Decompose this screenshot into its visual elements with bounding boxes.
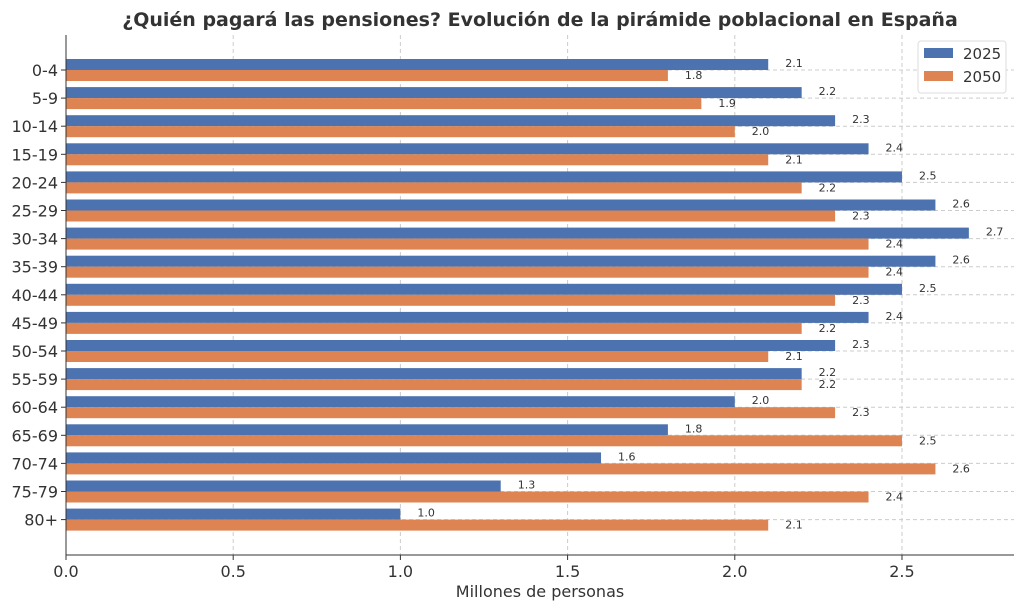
bar-2025 [66,199,936,211]
bar-2050 [66,463,936,475]
data-label-2050: 2.5 [919,434,937,447]
data-label-2025: 1.8 [685,422,703,435]
bar-2050 [66,154,769,166]
bar-2025 [66,508,401,520]
data-label-2050: 2.3 [852,294,870,307]
data-label-2025: 2.7 [986,226,1004,239]
data-label-2050: 2.6 [952,462,970,475]
data-label-2025: 2.3 [852,113,870,126]
data-label-2050: 2.1 [785,350,803,363]
data-label-2050: 2.3 [852,406,870,419]
bar-2025 [66,368,802,380]
bar-2025 [66,340,836,351]
bar-2050 [66,98,702,110]
bar-2025 [66,311,869,323]
y-tick-label: 65-69 [12,426,59,445]
y-tick-label: 5-9 [32,89,58,108]
data-label-2050: 2.3 [852,210,870,223]
bar-2050 [66,407,836,419]
x-tick-label: 0.0 [53,562,78,581]
legend-swatch-2050 [924,71,953,81]
y-tick-label: 20-24 [12,173,59,192]
bar-2050 [66,351,769,362]
bar-2025 [66,115,836,127]
data-label-2025: 2.0 [752,394,770,407]
bar-2050 [66,491,869,503]
data-label-2025: 1.0 [417,507,435,520]
data-label-2050: 2.4 [886,238,904,251]
data-label-2025: 2.2 [819,366,837,379]
y-tick-label: 35-39 [12,258,59,277]
y-tick-label: 50-54 [12,342,59,361]
data-label-2050: 2.2 [819,322,837,335]
legend-label-2025: 2025 [963,45,1001,63]
bar-2025 [66,227,969,239]
data-label-2025: 2.2 [819,85,837,98]
bar-2050 [66,182,802,194]
chart-title: ¿Quién pagará las pensiones? Evolución d… [122,9,958,31]
y-tick-label: 15-19 [12,145,59,164]
y-tick-label: 40-44 [12,286,59,305]
y-tick-label: 45-49 [12,314,59,333]
x-tick-label: 1.5 [555,562,580,581]
bar-2025 [66,87,802,99]
bar-2050 [66,70,668,81]
data-label-2025: 2.5 [919,282,937,295]
bar-2025 [66,424,668,436]
bar-2050 [66,266,869,278]
x-tick-label: 1.0 [388,562,413,581]
y-tick-label: 25-29 [12,202,59,221]
bar-2025 [66,59,769,70]
data-label-2025: 2.1 [785,57,803,70]
y-tick-label: 55-59 [12,370,59,389]
bar-2025 [66,452,602,464]
y-tick-label: 70-74 [12,454,59,473]
bar-2050 [66,435,902,447]
data-label-2025: 1.6 [618,450,636,463]
data-label-2025: 2.4 [886,141,904,154]
bar-2050 [66,210,836,222]
bar-2025 [66,171,902,183]
data-label-2050: 2.2 [819,181,837,194]
bar-2025 [66,283,902,295]
y-tick-label: 30-34 [12,230,59,249]
bar-2050 [66,322,802,334]
data-label-2025: 2.6 [952,254,970,267]
y-tick-label: 10-14 [12,117,59,136]
data-label-2025: 2.3 [852,338,870,351]
y-tick-label: 0-4 [32,61,58,80]
data-label-2050: 2.1 [785,153,803,166]
x-tick-label: 2.0 [722,562,747,581]
y-tick-label: 60-64 [12,398,59,417]
data-label-2050: 2.0 [752,125,770,138]
x-tick-label: 0.5 [220,562,245,581]
data-label-2025: 1.3 [518,479,536,492]
bar-2025 [66,143,869,155]
y-tick-label: 75-79 [12,483,59,502]
x-axis-label: Millones de personas [456,582,624,601]
bar-2050 [66,519,769,531]
data-label-2050: 1.9 [718,97,736,110]
bar-2025 [66,255,936,267]
y-tick-label: 80+ [24,511,58,530]
bar-2025 [66,480,501,492]
data-label-2025: 2.5 [919,169,937,182]
legend-swatch-2025 [924,48,953,58]
x-tick-label: 2.5 [889,562,914,581]
legend-label-2050: 2050 [963,68,1001,86]
data-label-2050: 2.4 [886,491,904,504]
bar-2050 [66,238,869,250]
bar-2050 [66,126,735,138]
bar-2050 [66,379,802,391]
data-label-2050: 1.8 [685,69,703,82]
data-label-2025: 2.4 [886,310,904,323]
data-label-2025: 2.6 [952,198,970,211]
bar-2025 [66,396,735,408]
data-label-2050: 2.4 [886,266,904,279]
bar-2050 [66,294,836,306]
data-label-2050: 2.1 [785,519,803,532]
data-label-2050: 2.2 [819,378,837,391]
